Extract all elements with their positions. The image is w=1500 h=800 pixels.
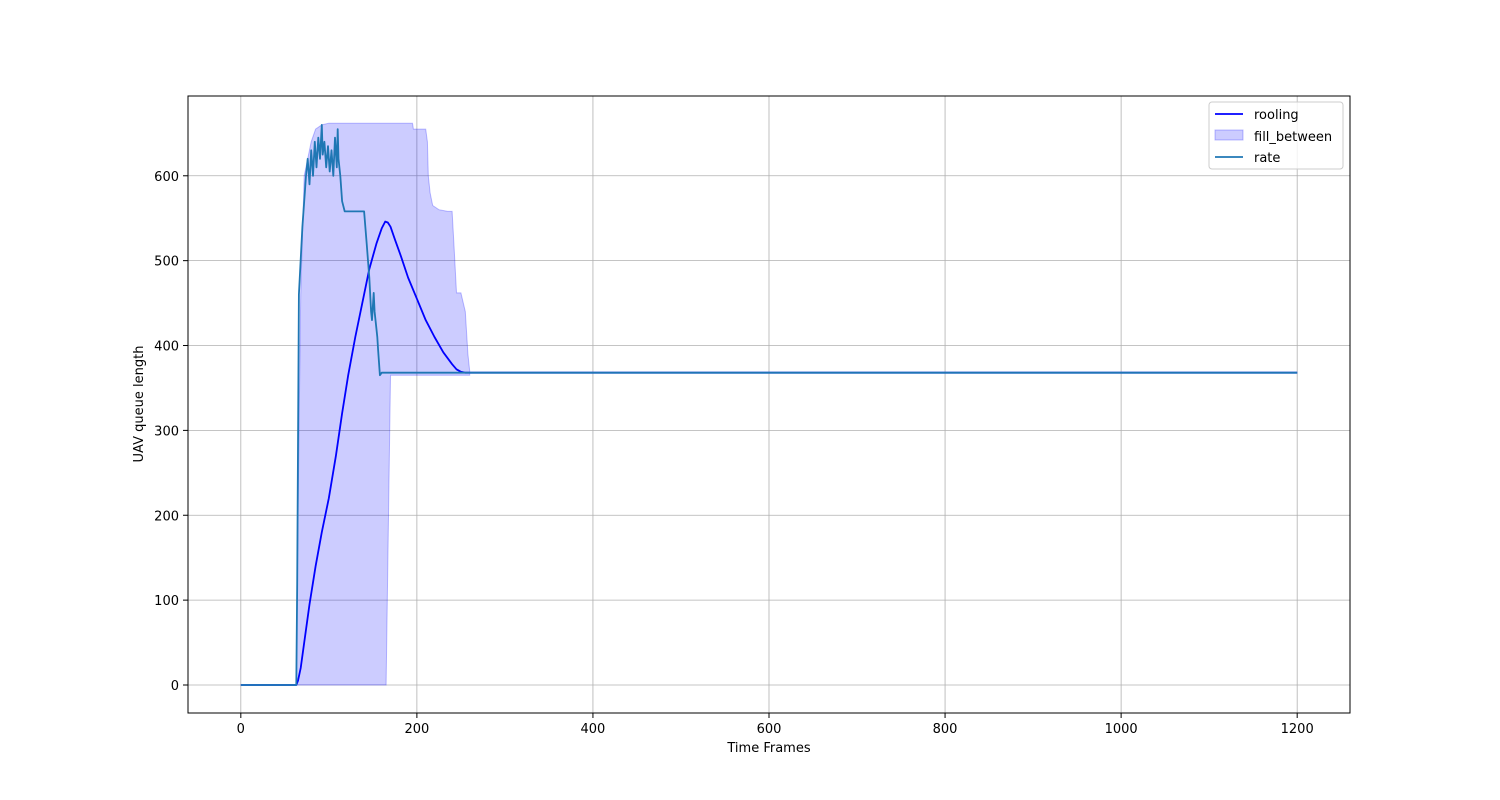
- x-tick-label: 800: [933, 722, 958, 737]
- legend: rooling fill_between rate: [1208, 101, 1344, 170]
- y-tick-label: 400: [154, 340, 179, 355]
- x-axis-label: Time Frames: [726, 741, 810, 756]
- x-tick-label: 1000: [1105, 722, 1138, 737]
- series-line-rate: [240, 124, 1298, 686]
- y-tick-label: 200: [154, 509, 179, 524]
- series-line-rooling: [240, 220, 1298, 686]
- y-tick-label: 100: [154, 594, 179, 609]
- x-tick-label: 1200: [1281, 722, 1314, 737]
- x-tick-label: 400: [581, 722, 606, 737]
- grid-lines: [188, 96, 1350, 713]
- fill-between-band: [295, 122, 471, 686]
- y-tick-label: 500: [154, 255, 179, 270]
- y-tick-label: 300: [154, 424, 179, 439]
- series-lines: [240, 124, 1298, 686]
- x-tick-label: 200: [404, 722, 429, 737]
- legend-box: [1208, 101, 1344, 170]
- y-tick-label: 0: [171, 679, 179, 694]
- x-tick-label: 0: [237, 722, 245, 737]
- y-axis-label: UAV queue length: [132, 346, 147, 463]
- legend-label-rooling: rooling: [1254, 108, 1299, 123]
- band-fill_between: [295, 122, 471, 686]
- axis-ticks: 0 200 400 600 800 1000 1200 0 100 200 300 400 500 600: [154, 170, 1314, 737]
- legend-swatch-fill-between: [1214, 129, 1244, 141]
- y-tick-label: 600: [154, 170, 179, 185]
- legend-label-fill-between: fill_between: [1254, 130, 1332, 145]
- legend-label-rate: rate: [1254, 151, 1280, 166]
- x-tick-label: 600: [757, 722, 782, 737]
